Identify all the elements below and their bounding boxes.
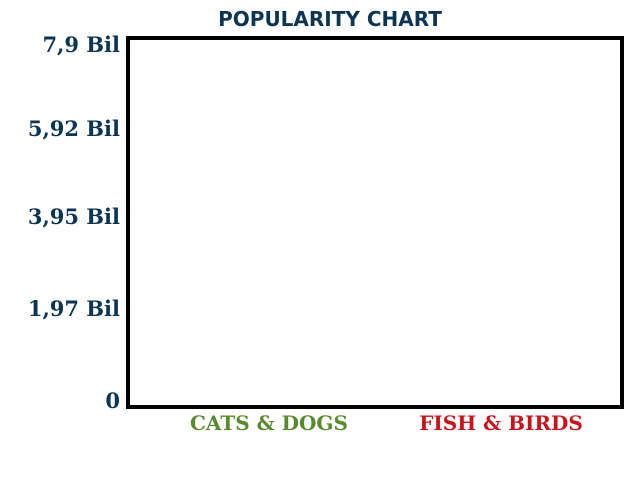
plot-frame (126, 36, 624, 409)
x-axis-labels: CATS & DOGS FISH & BIRDS (190, 411, 583, 435)
y-axis-ticks: 0 1,97 Bil 3,95 Bil 5,92 Bil 7,9 Bil (28, 32, 120, 413)
y-tick-label: 5,92 Bil (28, 116, 120, 141)
y-tick-label: 3,95 Bil (28, 204, 120, 229)
y-tick-label: 7,9 Bil (42, 32, 120, 57)
y-tick-label: 1,97 Bil (28, 296, 120, 321)
y-tick-label: 0 (105, 388, 120, 413)
x-label-fish-birds: FISH & BIRDS (419, 411, 583, 435)
chart-title: POPULARITY CHART (218, 7, 442, 31)
x-label-cats-dogs: CATS & DOGS (190, 411, 348, 435)
